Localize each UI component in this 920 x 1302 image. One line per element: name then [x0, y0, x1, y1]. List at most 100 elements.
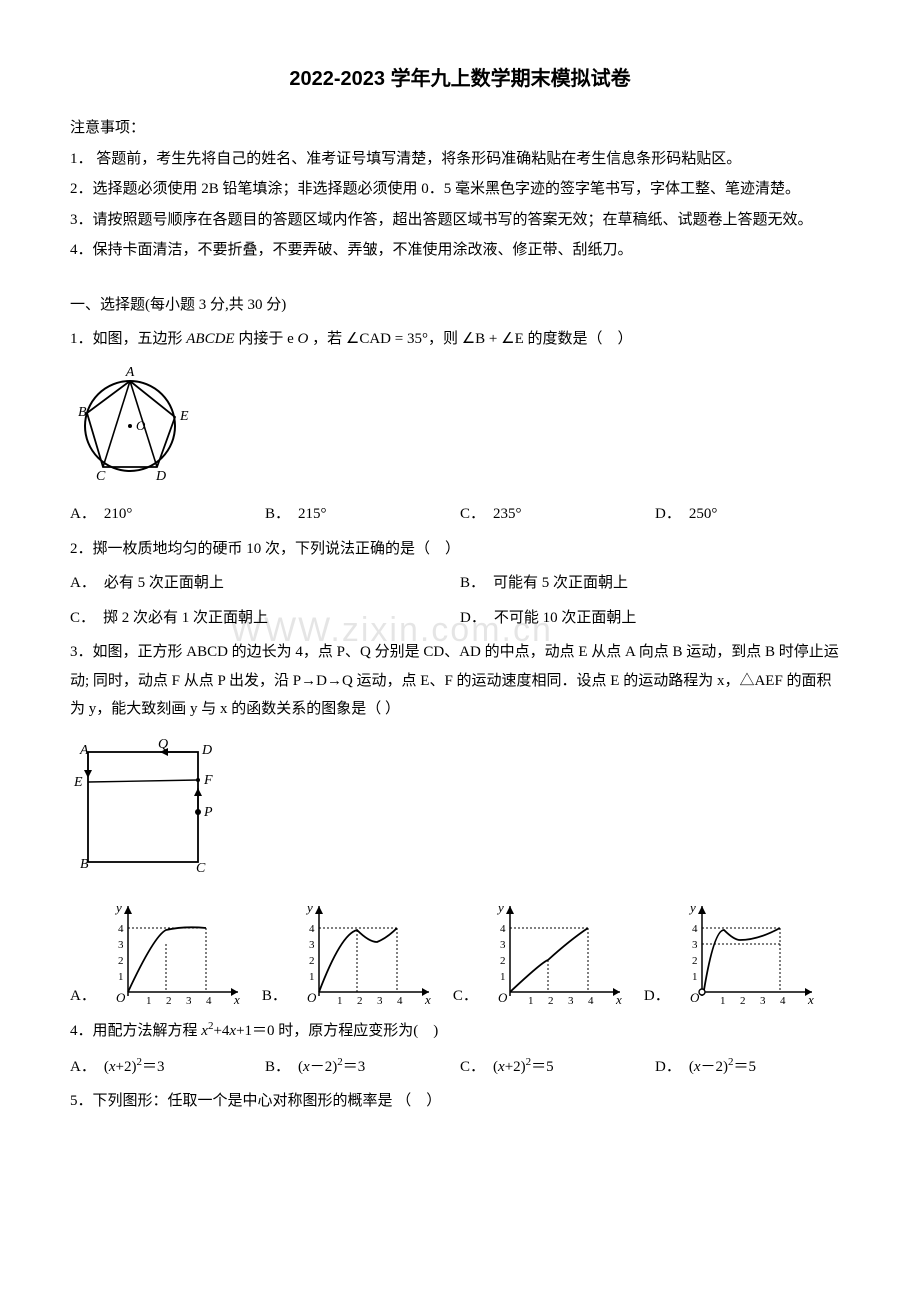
q2-opt-B-val: 可能有 5 次正面朝上 — [493, 569, 628, 598]
q3-P: P — [203, 805, 213, 820]
svg-text:2: 2 — [118, 955, 124, 967]
q2-opt-B[interactable]: B．可能有 5 次正面朝上 — [460, 569, 850, 598]
q1-opt-B[interactable]: B．215° — [265, 500, 460, 529]
svg-text:4: 4 — [500, 923, 506, 935]
svg-text:O: O — [116, 990, 126, 1005]
svg-text:2: 2 — [357, 995, 363, 1007]
q1-label-C: C — [96, 469, 106, 484]
svg-text:3: 3 — [692, 939, 698, 951]
svg-text:2: 2 — [692, 955, 698, 967]
q1-abcde: ABCDE — [186, 331, 234, 347]
svg-text:1: 1 — [528, 995, 534, 1007]
svg-text:4: 4 — [206, 995, 212, 1007]
q1-options: A．210° B．215° C．235° D．250° — [70, 500, 850, 529]
svg-text:3: 3 — [186, 995, 192, 1007]
q1-text-d: ，则 — [428, 331, 462, 347]
q3-D: D — [201, 743, 212, 758]
notice-item-2: 2．选择题必须使用 2B 铅笔填涂；非选择题必须使用 0．5 毫米黑色字迹的签字… — [70, 175, 850, 204]
q3-Q: Q — [158, 737, 168, 752]
q3-C: C — [196, 861, 206, 874]
q3-B: B — [80, 857, 89, 872]
q2-options-row1: A．必有 5 次正面朝上 B．可能有 5 次正面朝上 — [70, 569, 850, 598]
q1-opt-C-val: 235° — [493, 500, 522, 529]
q1-text-c: ，若 — [308, 331, 346, 347]
notice-item-1: 1． 答题前，考生先将自己的姓名、准考证号填写清楚，将条形码准确粘贴在考生信息条… — [70, 145, 850, 174]
q3-opt-A-label: A． — [70, 982, 96, 1011]
svg-text:x: x — [615, 992, 622, 1007]
q3-square-figure: A B C D E F P Q — [70, 734, 850, 885]
q1-label-O: O — [136, 418, 146, 433]
q3-opt-B-label: B． — [262, 982, 287, 1011]
q1-text-e: 的度数是（ ） — [524, 331, 633, 347]
q3-square-svg: A B C D E F P Q — [70, 734, 220, 874]
svg-text:2: 2 — [166, 995, 172, 1007]
q2-stem: 2．掷一枚质地均匀的硬币 10 次，下列说法正确的是（ ） — [70, 535, 850, 564]
q4-opt-A[interactable]: A．(x+2)2＝3 — [70, 1052, 265, 1082]
section-a-head: 一、选择题(每小题 3 分,共 30 分) — [70, 291, 850, 320]
svg-text:3: 3 — [377, 995, 383, 1007]
q1-opt-D[interactable]: D．250° — [655, 500, 850, 529]
q1-label-D: D — [155, 469, 166, 484]
q2-opt-C-val: 掷 2 次必有 1 次正面朝上 — [103, 604, 268, 633]
svg-text:2: 2 — [740, 995, 746, 1007]
q1-label-A: A — [125, 365, 135, 380]
q3-E: E — [73, 775, 83, 790]
q4-stem: 4．用配方法解方程 x2+4x+1＝0 时，原方程应变形为( ) — [70, 1016, 850, 1046]
q4-opt-C[interactable]: C．(x+2)2＝5 — [460, 1052, 655, 1082]
svg-text:3: 3 — [500, 939, 506, 951]
q1-O: O — [298, 331, 309, 347]
svg-text:1: 1 — [337, 995, 343, 1007]
svg-text:4: 4 — [780, 995, 786, 1007]
svg-text:O: O — [307, 990, 317, 1005]
q4-opt-D[interactable]: D．(x－2)2＝5 — [655, 1052, 850, 1082]
q1-figure: A B C D E O — [70, 364, 850, 495]
svg-text:2: 2 — [309, 955, 315, 967]
notice-item-3: 3．请按照题号顺序在各题目的答题区域内作答，超出答题区域书写的答案无效；在草稿纸… — [70, 206, 850, 235]
q4-opt-B[interactable]: B．(x－2)2＝3 — [265, 1052, 460, 1082]
q3-opt-C-label: C． — [453, 982, 478, 1011]
svg-text:O: O — [498, 990, 508, 1005]
q3-opt-B[interactable]: B． y x O 1234 1234 — [262, 900, 435, 1010]
svg-text:x: x — [424, 992, 431, 1007]
q1-text-a: 1．如图，五边形 — [70, 331, 186, 347]
q1-label-E: E — [179, 409, 189, 424]
svg-text:y: y — [688, 900, 696, 915]
q3-opt-D-label: D． — [644, 982, 670, 1011]
q3-options: A． y x O 1 2 3 4 1 2 3 4 B． — [70, 900, 850, 1010]
q3-F: F — [203, 773, 213, 788]
q2-opt-A-val: 必有 5 次正面朝上 — [104, 569, 224, 598]
q3-opt-C[interactable]: C． y x O 1234 1234 — [453, 900, 626, 1010]
svg-text:x: x — [233, 992, 240, 1007]
q3-A: A — [79, 743, 89, 758]
q1-opt-D-val: 250° — [689, 500, 718, 529]
svg-text:1: 1 — [692, 971, 698, 983]
q2-opt-A[interactable]: A．必有 5 次正面朝上 — [70, 569, 460, 598]
svg-text:1: 1 — [500, 971, 506, 983]
q3-opt-D[interactable]: D． y x O 1234 1234 — [644, 900, 818, 1010]
q1-label-B: B — [78, 405, 87, 420]
svg-text:3: 3 — [118, 939, 124, 951]
svg-text:x: x — [807, 992, 814, 1007]
q1-opt-A[interactable]: A．210° — [70, 500, 265, 529]
q4-options: A．(x+2)2＝3 B．(x－2)2＝3 C．(x+2)2＝5 D．(x－2)… — [70, 1052, 850, 1082]
q2-opt-C[interactable]: C．掷 2 次必有 1 次正面朝上 — [70, 604, 460, 633]
svg-text:4: 4 — [309, 923, 315, 935]
q3-opt-A[interactable]: A． y x O 1234 1234 — [70, 900, 244, 1010]
q1-opt-A-val: 210° — [104, 500, 133, 529]
svg-text:y: y — [305, 900, 313, 915]
svg-text:1: 1 — [146, 995, 152, 1007]
svg-text:2: 2 — [548, 995, 554, 1007]
svg-text:y: y — [496, 900, 504, 915]
svg-text:3: 3 — [568, 995, 574, 1007]
q2-options-row2: C．掷 2 次必有 1 次正面朝上 D．不可能 10 次正面朝上 WWW.zix… — [70, 604, 850, 633]
notice-head: 注意事项： — [70, 114, 850, 143]
q2-opt-D-val: 不可能 10 次正面朝上 — [494, 604, 637, 633]
exam-title: 2022-2023 学年九上数学期末模拟试卷 — [70, 60, 850, 98]
svg-text:4: 4 — [692, 923, 698, 935]
q2-opt-D[interactable]: D．不可能 10 次正面朝上 — [460, 604, 850, 633]
svg-text:1: 1 — [309, 971, 315, 983]
q1-opt-C[interactable]: C．235° — [460, 500, 655, 529]
svg-text:2: 2 — [500, 955, 506, 967]
q1-ang1: ∠CAD = 35° — [346, 331, 428, 347]
svg-text:1: 1 — [720, 995, 726, 1007]
